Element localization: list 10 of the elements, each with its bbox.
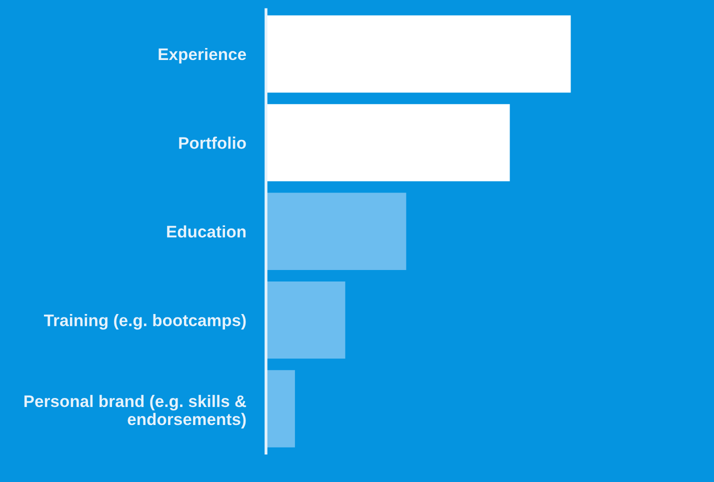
bar [266, 281, 346, 359]
y-tick-label: Personal brand (e.g. skills & endorsements) [24, 394, 246, 428]
bar [266, 370, 295, 448]
y-tick-label: Training (e.g. bootcamps) [44, 314, 246, 330]
y-tick-label: Experience [158, 48, 246, 64]
bar [266, 192, 406, 270]
bar [266, 15, 571, 93]
y-tick-label: Portfolio [179, 136, 246, 149]
bar [266, 104, 510, 182]
y-tick-label: Education [167, 225, 246, 238]
